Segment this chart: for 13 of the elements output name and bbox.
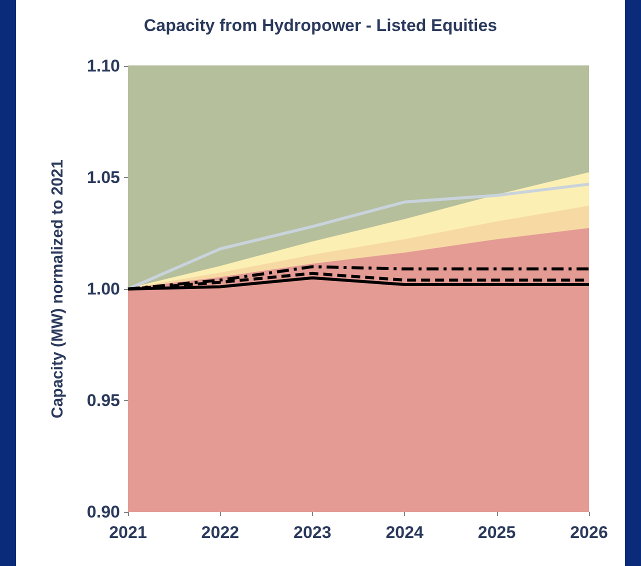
y-tick-label: 1.00 (86, 280, 120, 298)
x-tick-label: 2026 (570, 523, 608, 542)
x-tick-label: 2024 (386, 523, 424, 542)
y-tick-label: 1.05 (86, 168, 120, 187)
x-tick-label: 2023 (293, 523, 332, 542)
x-tick-label: 2022 (201, 523, 240, 542)
y-tick-label: 0.95 (86, 391, 120, 410)
y-axis-title: Capacity (MW) normalized to 2021 (50, 160, 66, 418)
x-tick-label: 2025 (478, 523, 516, 542)
chart-title: Capacity from Hydropower - Listed Equities (144, 16, 498, 35)
x-tick-label: 2021 (109, 523, 147, 542)
y-tick-label: 0.90 (86, 502, 120, 522)
y-tick-label: 1.10 (86, 56, 120, 76)
